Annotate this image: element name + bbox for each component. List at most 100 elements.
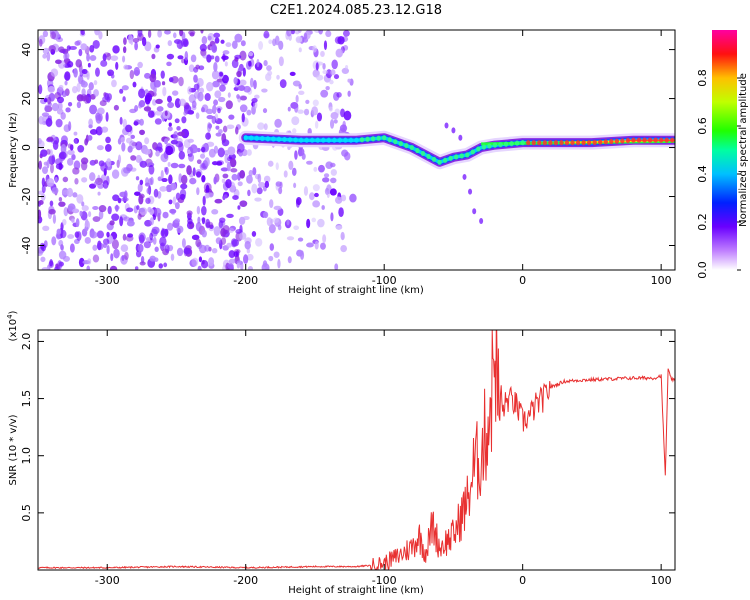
noise-speckle [200, 260, 209, 269]
ridge-blob [542, 140, 548, 146]
noise-speckle [196, 187, 200, 196]
spectrogram-y-label: Frequency (Hz) [8, 112, 19, 188]
noise-speckle [329, 188, 337, 196]
noise-speckle [278, 186, 283, 195]
snr-panel: -300 -200 -100 0 100 0.5 1.0 1.5 2.0 Height of … [6, 310, 676, 596]
noise-speckle [192, 167, 196, 177]
noise-speckle [316, 74, 324, 81]
noise-speckle [168, 122, 172, 127]
noise-speckle [198, 256, 203, 263]
noise-speckle [64, 71, 71, 81]
noise-speckle [257, 173, 262, 183]
noise-speckle [169, 208, 177, 214]
noise-speckle [265, 266, 270, 270]
noise-speckle [69, 45, 77, 50]
branch-speckle [458, 134, 463, 141]
noise-speckle [80, 80, 88, 88]
noise-speckle [48, 208, 56, 215]
noise-speckle [147, 206, 152, 213]
y-tick-label: 1.5 [20, 390, 33, 408]
x-tick-label: 100 [651, 274, 672, 287]
noise-speckle [212, 80, 220, 88]
noise-speckle [335, 48, 343, 58]
noise-speckle [201, 205, 207, 216]
ridge-blob [326, 137, 332, 143]
noise-speckle [211, 44, 218, 53]
noise-speckle [134, 191, 141, 196]
noise-speckle [227, 92, 231, 98]
noise-speckle [52, 140, 59, 151]
ridge-blob [398, 141, 404, 147]
noise-speckle [120, 244, 129, 252]
noise-speckle [306, 160, 313, 165]
ridge-blob [354, 137, 359, 143]
noise-speckle [139, 160, 148, 168]
noise-speckle [145, 197, 151, 204]
noise-speckle [326, 189, 330, 199]
noise-speckle [40, 149, 48, 157]
noise-speckle [124, 251, 129, 261]
noise-speckle [47, 85, 56, 93]
noise-speckle [95, 126, 103, 136]
noise-speckle [193, 148, 198, 153]
y-tick-label: -40 [20, 237, 33, 255]
noise-speckle [51, 102, 59, 112]
noise-speckle [38, 209, 42, 220]
noise-speckle [211, 70, 220, 80]
noise-speckle [92, 254, 100, 263]
noise-speckle [46, 136, 54, 142]
noise-speckle [106, 96, 111, 103]
noise-speckle [99, 100, 107, 107]
noise-speckle [279, 79, 287, 89]
noise-speckle [330, 111, 339, 120]
noise-speckle [226, 161, 231, 172]
noise-speckle [88, 82, 94, 91]
noise-speckle [74, 40, 81, 46]
y-tick-label: 40 [20, 43, 33, 57]
noise-speckle [178, 151, 186, 160]
noise-speckle [200, 107, 205, 113]
noise-speckle [119, 216, 124, 227]
snr-series-line [38, 330, 675, 570]
x-tick-label: -300 [95, 574, 120, 587]
noise-speckle [77, 144, 85, 153]
noise-speckle [189, 32, 195, 37]
noise-speckle [189, 177, 197, 185]
noise-speckle [251, 230, 257, 237]
noise-speckle [221, 178, 226, 183]
x-tick-label: 0 [519, 574, 526, 587]
noise-speckle [114, 205, 120, 210]
noise-speckle [176, 126, 181, 131]
noise-speckle [122, 96, 126, 103]
noise-speckle [56, 96, 65, 104]
noise-speckle [64, 80, 68, 86]
noise-speckle [139, 179, 144, 186]
noise-speckle [38, 160, 43, 170]
noise-speckle [164, 30, 171, 35]
noise-speckle [97, 191, 101, 196]
noise-speckle [274, 118, 282, 128]
noise-speckle [273, 205, 282, 211]
noise-speckle [81, 88, 86, 96]
noise-speckle [167, 161, 171, 167]
ridge-blob [332, 137, 337, 143]
noise-speckle [121, 85, 129, 91]
noise-speckle [239, 170, 246, 179]
noise-speckle [41, 184, 46, 194]
noise-speckle [246, 248, 251, 254]
noise-speckle [286, 219, 290, 226]
noise-speckle [263, 175, 271, 183]
snr-frame [37, 329, 676, 571]
noise-speckle [218, 71, 224, 77]
ridge-blob [603, 139, 608, 145]
noise-speckle [231, 40, 238, 50]
noise-speckle [60, 244, 64, 251]
noise-speckle [130, 134, 136, 139]
noise-speckle [148, 164, 155, 175]
x-tick-label: -200 [233, 574, 258, 587]
noise-speckle [149, 232, 154, 241]
noise-speckle [144, 182, 150, 187]
noise-speckle [220, 167, 229, 172]
noise-speckle [89, 231, 98, 239]
